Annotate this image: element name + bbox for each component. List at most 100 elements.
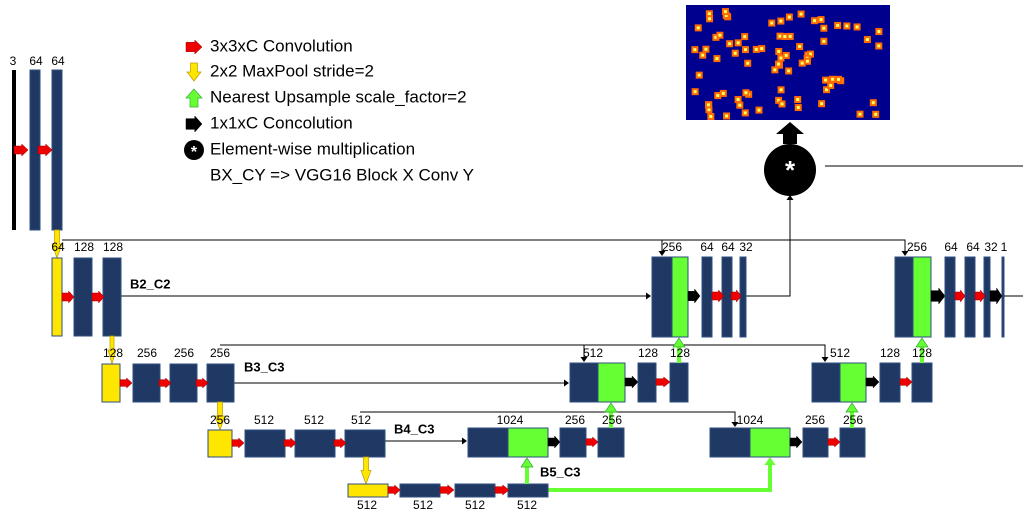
upsample: [839, 362, 867, 403]
upsample: [912, 256, 932, 338]
heat-spot: [798, 45, 802, 49]
channel-label: 512: [830, 346, 850, 360]
heat-spot: [820, 102, 824, 106]
legend-icon: [184, 140, 204, 160]
heat-spot: [787, 15, 791, 19]
channel-label: 512: [304, 413, 324, 427]
heat-spot: [796, 98, 800, 102]
heat-spot: [777, 49, 781, 53]
channel-label: 512: [254, 413, 274, 427]
heat-spot: [813, 19, 817, 23]
connector: [360, 411, 736, 423]
block: [721, 256, 733, 338]
heat-spot: [743, 35, 747, 39]
op-arrow: [687, 288, 701, 304]
block: [206, 363, 235, 403]
block: [294, 429, 336, 458]
heat-spot: [783, 35, 787, 39]
channel-label: 128: [638, 346, 658, 360]
op-arrow: [655, 376, 671, 388]
arrow-head: [462, 437, 467, 445]
op-arrow: [845, 402, 859, 413]
legend-label: 1x1xC Concolution: [210, 113, 353, 132]
channel-label: 512: [465, 498, 485, 512]
op-arrow: [283, 437, 297, 449]
block-label: B4_C3: [394, 421, 434, 436]
block: [651, 256, 673, 338]
legend-label: Element-wise multiplication: [210, 139, 415, 158]
block: [669, 362, 689, 403]
block: [709, 427, 751, 458]
heat-spot: [779, 56, 783, 60]
heat-spot: [728, 42, 732, 46]
heat-spot: [757, 108, 761, 112]
heat-spot: [871, 101, 875, 105]
block: [839, 427, 866, 458]
channel-label: 32: [739, 240, 753, 254]
legend-label: Nearest Upsample scale_factor=2: [210, 87, 467, 106]
arrow-head: [731, 422, 739, 427]
heat-spot: [805, 59, 809, 63]
channel-label: 256: [137, 346, 157, 360]
heat-spot: [716, 94, 720, 98]
op-arrow: [974, 289, 986, 303]
upsample: [671, 256, 689, 338]
block: [637, 362, 657, 403]
connector: [746, 195, 791, 297]
op-arrow: [185, 115, 203, 133]
heat-spot: [706, 103, 710, 107]
heat-spot: [822, 26, 826, 30]
op-arrow: [119, 377, 133, 389]
heat-spot: [824, 78, 828, 82]
block: [467, 427, 509, 458]
block-label: B2_C2: [130, 276, 170, 291]
upsample: [597, 362, 626, 403]
block: [344, 429, 386, 458]
heat-spot: [858, 112, 862, 116]
op-arrow: [547, 435, 561, 449]
heat-spot: [808, 52, 812, 56]
op-arrow: [360, 456, 372, 486]
heat-spot: [784, 53, 788, 57]
op-arrow: [915, 337, 929, 348]
heat-spot: [779, 88, 783, 92]
pool: [347, 483, 389, 498]
heat-spot: [721, 91, 725, 95]
arrow-head: [764, 457, 776, 465]
op-arrow: [585, 436, 599, 448]
op-arrow: [195, 377, 209, 389]
heat-spot: [825, 88, 829, 92]
heat-spot: [788, 34, 792, 38]
arrow-head: [901, 251, 909, 256]
op-arrow: [231, 437, 245, 449]
heat-spot: [877, 44, 881, 48]
block: [51, 69, 63, 231]
heat-spot: [723, 10, 727, 14]
block-label: B3_C3: [244, 359, 284, 374]
op-arrow: [494, 484, 510, 496]
channel-label: 64: [700, 240, 714, 254]
legend-label: 3x3xC Convolution: [210, 36, 353, 55]
heat-spot: [733, 51, 737, 55]
heat-spot: [831, 77, 835, 81]
heat-spot: [743, 48, 747, 52]
block: [569, 362, 599, 403]
heat-spot: [693, 48, 697, 52]
channel-label: 512: [413, 498, 433, 512]
block: [911, 362, 933, 403]
channel-label: 512: [357, 498, 377, 512]
heat-spot: [800, 61, 804, 65]
multiply-sign: *: [785, 155, 796, 185]
op-arrow: [989, 287, 1003, 305]
pool: [101, 363, 121, 403]
channel-label: 256: [843, 413, 863, 427]
channel-label: 256: [565, 413, 585, 427]
heat-spot: [779, 19, 783, 23]
heat-spot: [777, 62, 781, 66]
block-label: B5_C3: [540, 464, 580, 479]
block: [894, 256, 914, 338]
heat-spot: [714, 35, 718, 39]
op-arrow: [624, 375, 639, 389]
heat-spot: [701, 53, 705, 57]
op-arrow: [91, 290, 105, 304]
